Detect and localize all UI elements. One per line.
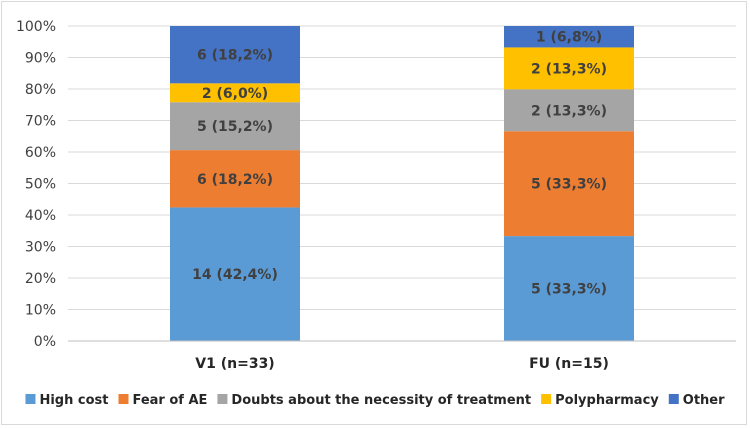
bar-segment xyxy=(504,131,634,237)
bar-segment xyxy=(170,207,300,341)
data-label: 1 (6,8%) xyxy=(536,30,602,46)
bar-segment xyxy=(504,47,634,90)
data-label: 5 (33,3%) xyxy=(531,177,607,193)
bar-segment xyxy=(170,83,300,103)
y-tick-label: 10% xyxy=(25,303,56,319)
bar-segment xyxy=(170,26,300,84)
y-tick-label: 60% xyxy=(25,145,56,161)
legend-label: High cost xyxy=(39,393,108,408)
y-tick-label: 0% xyxy=(34,334,56,350)
y-tick-label: 50% xyxy=(25,177,56,193)
legend-label: Other xyxy=(683,393,725,408)
legend-label: Doubts about the necessity of treatment xyxy=(231,393,531,408)
x-category-label: FU (n=15) xyxy=(529,356,609,372)
y-tick-label: 90% xyxy=(25,51,56,67)
y-tick-label: 20% xyxy=(25,271,56,287)
y-tick-label: 30% xyxy=(25,240,56,256)
data-label: 5 (15,2%) xyxy=(197,119,273,135)
y-tick-label: 80% xyxy=(25,82,56,98)
legend-swatch xyxy=(668,394,679,404)
legend-swatch xyxy=(25,394,36,404)
y-tick-label: 70% xyxy=(25,114,56,130)
bar-segment xyxy=(504,89,634,132)
legend-swatch xyxy=(541,394,552,404)
bar-segment xyxy=(504,26,634,48)
y-tick-label: 100% xyxy=(16,19,56,35)
data-label: 5 (33,3%) xyxy=(531,282,607,298)
data-label: 6 (18,2%) xyxy=(197,172,273,188)
legend-swatch xyxy=(217,394,228,404)
data-label: 2 (6,0%) xyxy=(202,86,268,102)
data-label: 2 (13,3%) xyxy=(531,103,607,119)
data-label: 2 (13,3%) xyxy=(531,61,607,77)
data-label: 6 (18,2%) xyxy=(197,48,273,64)
bar-segment xyxy=(504,236,634,341)
bar-segment xyxy=(170,102,300,151)
y-tick-label: 40% xyxy=(25,208,56,224)
legend-swatch xyxy=(118,394,129,404)
bar-segment xyxy=(170,150,300,208)
legend-label: Polypharmacy xyxy=(555,393,659,408)
x-category-label: V1 (n=33) xyxy=(195,356,274,372)
data-label: 14 (42,4%) xyxy=(192,267,278,283)
legend-label: Fear of AE xyxy=(132,393,207,408)
